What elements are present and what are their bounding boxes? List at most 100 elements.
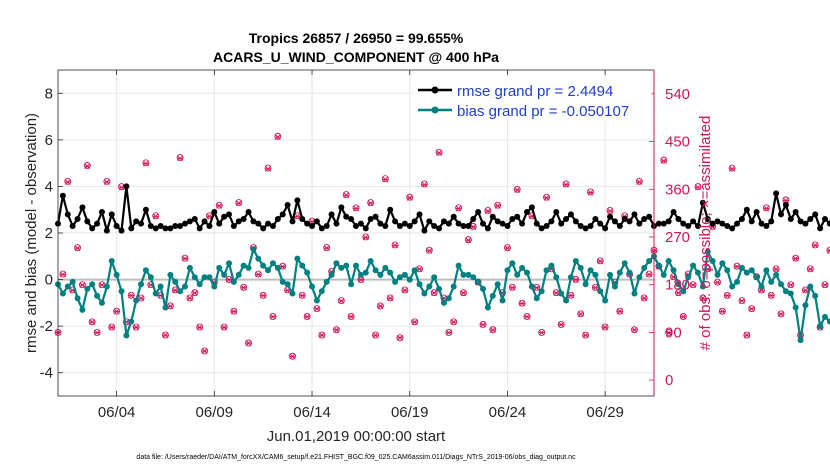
obs-marker [303,313,311,320]
rmse-marker [636,220,643,227]
rmse-marker [475,209,482,216]
rmse-marker [426,218,433,225]
rmse-marker [597,220,604,227]
rmse-marker [406,223,413,230]
obs-marker [455,204,463,212]
rmse-marker [675,216,682,223]
rmse-marker [328,211,335,218]
rmse-marker [758,220,765,227]
obs-marker [762,204,770,212]
obs-marker [718,307,726,315]
bias-marker [142,267,149,274]
bias-marker [113,271,120,278]
obs-marker [347,313,355,320]
rmse-marker [494,218,501,225]
obs-marker [518,299,526,307]
obs-marker [220,323,228,331]
rmse-marker [543,223,550,230]
obs-marker [821,281,829,289]
y-tick-label-left: 2 [45,225,53,242]
x-tick-label: 06/14 [293,404,331,421]
rmse-marker [626,218,633,225]
obs-marker [606,207,614,214]
bias-marker [318,288,325,295]
bias-marker [694,269,701,276]
obs-marker [235,199,243,207]
rmse-marker [245,209,252,216]
bias-marker [94,292,101,299]
bias-marker [372,267,379,274]
rmse-marker [778,211,785,218]
legend-rmse-label: rmse grand pr = 2.4494 [457,83,613,100]
bias-marker [587,267,594,274]
obs-marker [411,318,419,326]
bias-marker [670,267,677,274]
obs-marker [430,289,438,297]
bias-marker [284,281,291,288]
rmse-marker [147,223,154,230]
obs-marker [396,334,404,342]
bias-marker [426,283,433,290]
rmse-marker [172,223,179,230]
rmse-marker [367,216,374,223]
rmse-marker [768,218,775,225]
y-tick-label-right: 270 [665,229,690,246]
obs-marker [186,294,194,302]
bias-marker [387,269,394,276]
bias-marker [440,299,447,306]
obs-marker [577,310,585,318]
obs-marker [445,328,453,336]
bias-marker [411,267,418,274]
rmse-marker [455,220,462,227]
obs-marker [508,283,516,291]
obs-marker [792,254,800,262]
obs-marker [645,270,653,278]
rmse-marker [773,190,780,197]
rmse-marker [333,220,340,227]
rmse-marker [284,202,291,209]
bias-marker [123,332,130,339]
bias-marker [748,267,755,274]
bias-marker [665,257,672,264]
bias-marker [392,278,399,285]
obs-marker [582,331,590,339]
y-tick-label-right: 540 [665,86,690,103]
obs-marker [513,185,521,193]
obs-marker [767,291,775,299]
obs-marker [679,313,687,320]
obs-marker [674,289,682,297]
bias-marker [699,283,706,290]
rmse-marker [186,218,193,225]
bias-marker [802,302,809,309]
obs-marker [503,244,511,252]
rmse-marker [802,220,809,227]
obs-marker [699,294,707,302]
bias-marker [753,274,760,281]
rmse-marker [646,213,653,220]
obs-marker [665,328,673,336]
obs-marker [88,318,96,326]
bias-marker [450,283,457,290]
bias-marker [538,288,545,295]
bias-series [55,246,830,344]
rmse-marker [177,223,184,230]
obs-marker [460,289,467,297]
bias-marker [401,271,408,278]
obs-marker [484,207,492,214]
x-tick-label: 06/19 [391,404,429,421]
bias-marker [84,285,91,292]
bias-marker [108,257,115,264]
rmse-marker [602,225,609,232]
rmse-marker [289,218,296,225]
rmse-marker [699,199,706,206]
obs-marker [543,193,550,201]
rmse-marker [616,223,623,230]
obs-marker [640,294,648,302]
rmse-marker [338,204,345,211]
bias-marker [616,269,623,276]
bias-marker [103,283,110,290]
rmse-marker [528,204,535,211]
obs-marker [601,323,609,331]
obs-marker [806,265,814,273]
